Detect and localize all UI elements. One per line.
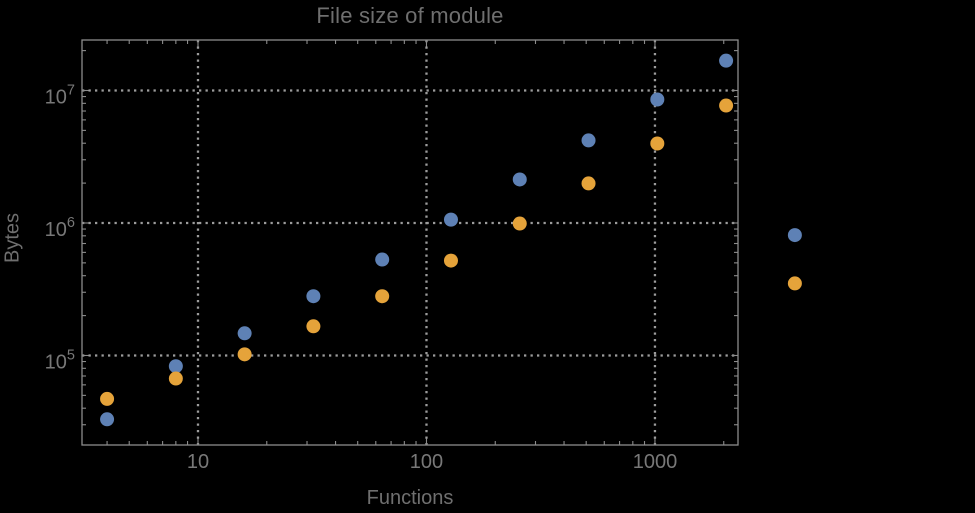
y-axis-label: Bytes	[1, 212, 24, 264]
data-point-series-2-orange	[237, 347, 252, 362]
y-tick-label: 105	[45, 347, 75, 373]
data-point-series-1-blue	[787, 228, 802, 243]
data-point-series-1-blue	[650, 92, 665, 107]
data-point-series-2-orange	[787, 276, 802, 291]
data-point-series-1-blue	[512, 172, 527, 187]
y-tick-label: 106	[45, 215, 75, 241]
data-point-series-2-orange	[168, 371, 183, 386]
data-point-series-2-orange	[306, 319, 321, 334]
data-point-series-1-blue	[237, 326, 252, 341]
data-point-series-1-blue	[443, 212, 458, 227]
data-point-series-1-blue	[719, 53, 734, 68]
data-point-series-1-blue	[581, 133, 596, 148]
data-point-series-1-blue	[168, 359, 183, 374]
data-point-series-2-orange	[375, 289, 390, 304]
chart-title: File size of module	[316, 3, 504, 28]
x-axis-label: Functions	[366, 487, 454, 509]
x-tick-label: 100	[410, 451, 443, 473]
y-tick-label: 107	[45, 82, 75, 108]
data-point-series-2-orange	[650, 136, 665, 151]
x-tick-label: 1000	[633, 451, 678, 473]
data-point-series-1-blue	[375, 252, 390, 267]
plot-frame	[81, 39, 739, 446]
data-point-series-1-blue	[306, 289, 321, 304]
data-point-series-2-orange	[443, 253, 458, 268]
data-point-series-2-orange	[100, 391, 115, 406]
x-tick-label: 10	[187, 451, 209, 473]
data-point-series-2-orange	[512, 216, 527, 231]
data-point-series-1-blue	[100, 412, 115, 427]
data-point-series-2-orange	[719, 98, 734, 113]
data-point-series-2-orange	[581, 176, 596, 191]
